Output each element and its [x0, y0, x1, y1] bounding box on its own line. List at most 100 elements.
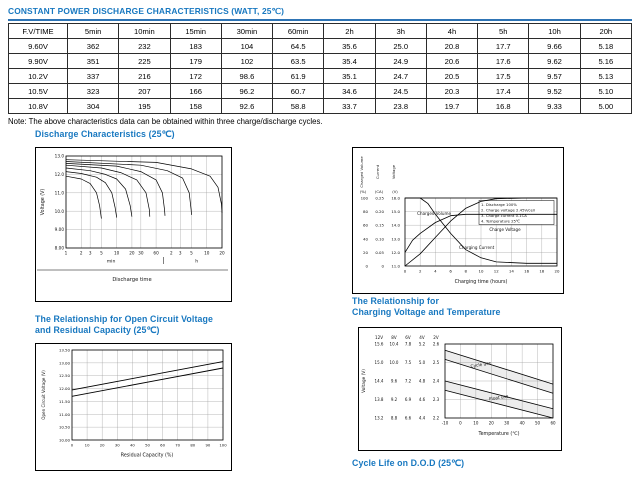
svg-text:3: 3: [179, 251, 182, 256]
svg-text:10: 10: [85, 443, 90, 448]
svg-text:20: 20: [363, 250, 368, 255]
svg-text:13.50: 13.50: [59, 348, 71, 353]
svg-text:9.2: 9.2: [391, 397, 398, 402]
table-row: 10.5V 323 207 166 96.2 60.7 34.6 24.5 20.3 17.4 9.…: [8, 83, 633, 99]
row-header: 9.90V: [8, 53, 68, 69]
svg-text:4.4: 4.4: [419, 416, 426, 421]
cell: 35.6: [323, 38, 376, 54]
axis-name: Voltage: [391, 164, 396, 179]
svg-text:0: 0: [404, 269, 407, 274]
svg-text:40: 40: [520, 421, 526, 426]
cell: 20.3: [425, 83, 479, 99]
svg-text:10.0: 10.0: [55, 209, 65, 214]
legend-item: 4. Temperature 25℃: [481, 219, 520, 224]
cell: 183: [169, 38, 222, 54]
column-header: 4h: [425, 23, 479, 39]
svg-text:3: 3: [89, 251, 92, 256]
svg-text:2: 2: [419, 269, 422, 274]
svg-text:10: 10: [114, 251, 120, 256]
svg-text:60: 60: [550, 421, 556, 426]
cell: 64.5: [272, 38, 325, 54]
svg-text:8.8: 8.8: [391, 416, 398, 421]
cell: 19.7: [425, 98, 479, 114]
column-header: 5min: [66, 23, 120, 39]
table-head: F.V/TIME 5min 10min 15min 30min 60min 2h 3h 4h 5h…: [8, 23, 633, 39]
svg-text:11.0: 11.0: [55, 190, 65, 195]
svg-text:18: 18: [539, 269, 544, 274]
cell: 166: [169, 83, 222, 99]
curve-label: Charging Current: [459, 245, 495, 250]
cell: 195: [118, 98, 171, 114]
svg-text:14.0: 14.0: [391, 223, 400, 228]
cell: 9.33: [528, 98, 581, 114]
svg-text:10.4: 10.4: [390, 342, 399, 347]
y-axis-label: Voltage (V): [40, 189, 46, 216]
svg-text:70: 70: [175, 443, 180, 448]
svg-text:(CA): (CA): [375, 189, 384, 194]
svg-text:(%): (%): [360, 189, 367, 194]
svg-text:15.6: 15.6: [375, 342, 384, 347]
cell: 225: [118, 53, 171, 69]
svg-text:11.00: 11.00: [59, 412, 71, 417]
scale-column-header: 12V: [375, 335, 383, 340]
cell: 9.57: [528, 68, 581, 84]
svg-text:8: 8: [465, 269, 468, 274]
x-axis-label: Discharge time: [112, 277, 151, 283]
cell: 362: [66, 38, 120, 54]
cell: 17.4: [477, 83, 530, 99]
heading-charging-line1: The Relationship for: [352, 296, 440, 306]
svg-text:2.3: 2.3: [433, 397, 440, 402]
heading-ocv-line1: The Relationship for Open Circuit Voltag…: [35, 314, 213, 324]
cell: 5.10: [579, 83, 633, 99]
cell: 158: [169, 98, 222, 114]
svg-text:13.8: 13.8: [375, 397, 384, 402]
svg-text:0.15: 0.15: [375, 223, 384, 228]
svg-text:6: 6: [449, 269, 452, 274]
cell: 5.13: [579, 68, 633, 84]
curve-label: Charge Voltage: [489, 227, 521, 232]
y-axis-label: Voltage (V): [361, 369, 367, 393]
table-header-row: F.V/TIME 5min 10min 15min 30min 60min 2h 3h 4h 5h…: [8, 23, 633, 39]
svg-text:13.0: 13.0: [391, 236, 400, 241]
cell: 24.9: [374, 53, 427, 69]
column-header: 15min: [169, 23, 222, 39]
svg-text:50: 50: [535, 421, 541, 426]
svg-text:5: 5: [100, 251, 103, 256]
svg-text:11.50: 11.50: [59, 399, 71, 404]
svg-text:12.50: 12.50: [59, 373, 71, 378]
svg-text:11.0: 11.0: [391, 264, 400, 269]
svg-text:2: 2: [170, 251, 173, 256]
svg-text:10.00: 10.00: [59, 438, 71, 443]
svg-text:60: 60: [153, 251, 159, 256]
ocv-chart: 13.50 13.00 12.50 12.00 11.50 11.00 10.50 10.00…: [35, 343, 232, 471]
cell: 61.9: [272, 68, 325, 84]
ocv-chart-svg: 13.50 13.00 12.50 12.00 11.50 11.00 10.50 10.00…: [41, 348, 227, 459]
svg-text:2.6: 2.6: [433, 342, 440, 347]
title-rule: [8, 19, 632, 21]
y-axis-label: Open Circuit Voltage (V): [41, 370, 46, 420]
svg-text:50: 50: [145, 443, 150, 448]
cell: 92.6: [220, 98, 274, 114]
cell: 102: [220, 53, 274, 69]
svg-text:5.0: 5.0: [419, 360, 426, 365]
row-header: 10.5V: [8, 83, 68, 99]
svg-text:10: 10: [204, 251, 210, 256]
row-header: 10.2V: [8, 68, 68, 84]
svg-text:20: 20: [219, 251, 225, 256]
svg-text:12.00: 12.00: [59, 386, 71, 391]
table-note: Note: The above characteristics data can…: [8, 117, 323, 126]
cell: 63.5: [272, 53, 325, 69]
svg-text:7.2: 7.2: [405, 379, 412, 384]
table-body: 9.60V 362 232 183 104 64.5 35.6 25.0 20.8 17.7 9.6…: [8, 38, 633, 114]
svg-text:13.0: 13.0: [55, 154, 65, 159]
svg-text:10.0: 10.0: [390, 360, 399, 365]
cell: 24.5: [374, 83, 427, 99]
svg-text:30: 30: [115, 443, 120, 448]
cell: 5.00: [579, 98, 633, 114]
cell: 337: [66, 68, 120, 84]
cell: 179: [169, 53, 222, 69]
heading-discharge: Discharge Characteristics (25℃): [35, 129, 175, 139]
row-header: 10.8V: [8, 98, 68, 114]
discharge-chart-svg: 13.012.011.010.09.008.001 2 3 5 10 20 30 60 2 3 5 1…: [37, 154, 228, 283]
